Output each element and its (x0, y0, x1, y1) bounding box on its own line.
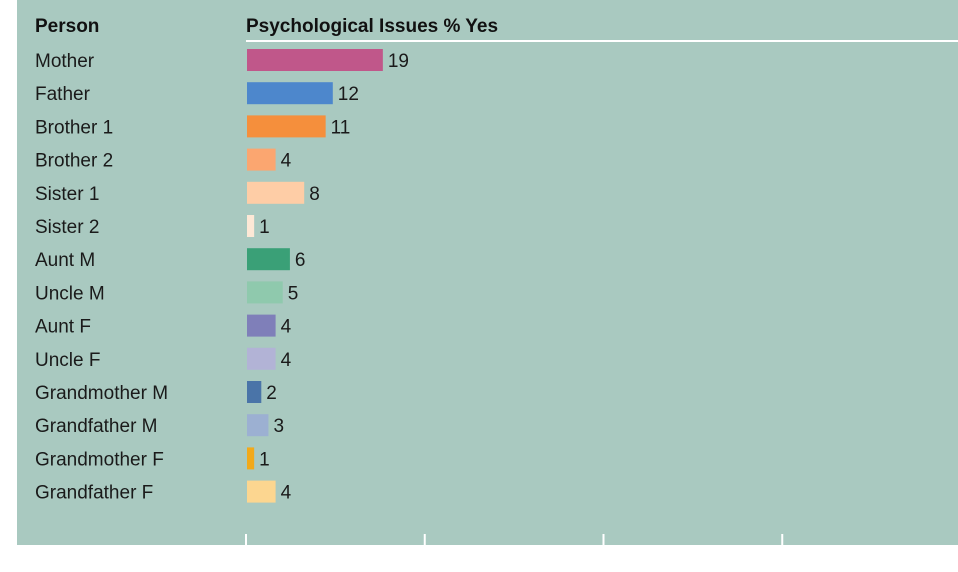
value-label: 12 (338, 84, 359, 105)
value-label: 1 (259, 449, 270, 470)
bar (247, 447, 255, 470)
category-label: Sister 1 (35, 184, 99, 205)
category-label: Mother (35, 51, 95, 72)
category-label: Brother 1 (35, 117, 113, 138)
bar (247, 148, 276, 171)
bar (247, 480, 276, 503)
value-label: 3 (273, 416, 284, 437)
value-label: 4 (281, 483, 292, 504)
category-label: Brother 2 (35, 151, 113, 172)
bar (247, 347, 276, 370)
chart-panel: Person Psychological Issues % Yes Mother… (17, 0, 958, 545)
value-label: 4 (281, 151, 292, 172)
value-label: 6 (295, 250, 306, 271)
bar-chart: Person Psychological Issues % Yes Mother… (35, 16, 958, 545)
category-label: Uncle M (35, 283, 105, 304)
category-label: Grandmother M (35, 383, 168, 404)
x-axis: 0255075100 (245, 534, 784, 545)
value-label: 4 (281, 350, 292, 371)
bar (247, 281, 283, 304)
value-label: 4 (281, 317, 292, 338)
bar (247, 248, 290, 271)
value-label: 1 (259, 217, 270, 238)
category-label: Uncle F (35, 350, 100, 371)
category-label: Aunt F (35, 317, 91, 338)
value-label: 8 (309, 184, 320, 205)
value-label: 5 (288, 283, 299, 304)
bar (247, 49, 383, 71)
bar (247, 115, 326, 138)
bar (247, 414, 269, 437)
bar (247, 381, 262, 403)
bar (247, 82, 333, 105)
value-label: 2 (266, 383, 277, 404)
category-label: Grandmother F (35, 449, 164, 470)
category-label: Aunt M (35, 250, 95, 271)
category-label: Sister 2 (35, 217, 99, 238)
bar (247, 215, 255, 237)
category-label: Father (35, 84, 91, 105)
category-label: Grandfather M (35, 416, 158, 437)
category-header: Person (35, 16, 99, 37)
value-label: 11 (331, 117, 351, 138)
value-label: 19 (388, 51, 409, 72)
bar (247, 181, 305, 204)
category-label: Grandfather F (35, 483, 153, 504)
value-header: Psychological Issues % Yes (246, 16, 498, 37)
bar (247, 314, 276, 337)
